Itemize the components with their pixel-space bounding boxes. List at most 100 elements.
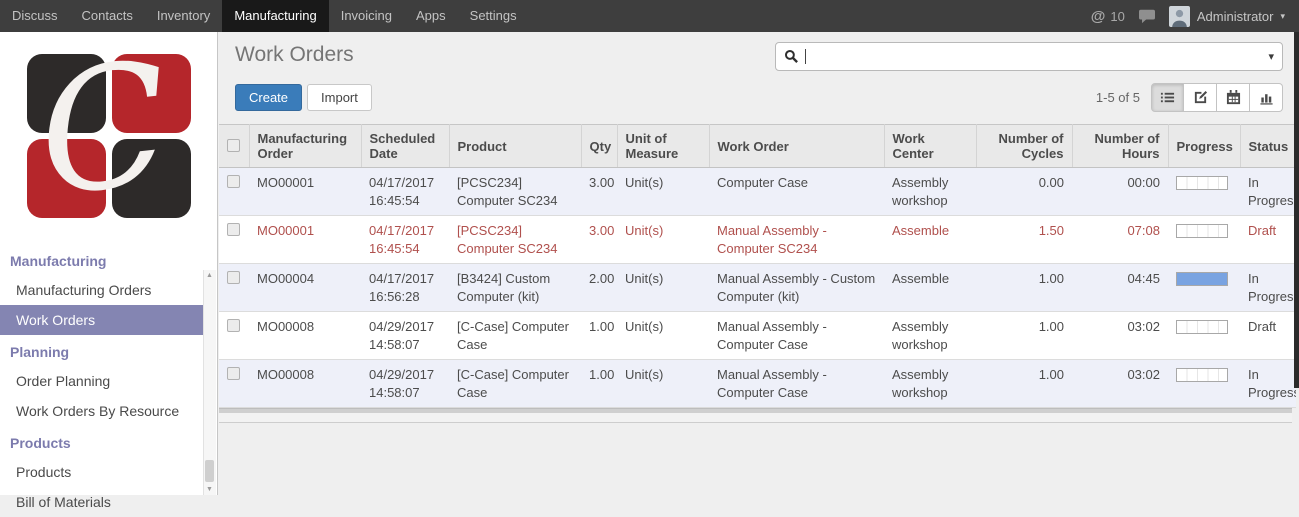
column-header-work-order[interactable]: Work Order [709, 125, 884, 168]
cell-work-center[interactable]: Assemble [884, 216, 976, 264]
sidebar-item-products[interactable]: Products [0, 457, 204, 487]
cell-status[interactable]: In Progress [1240, 168, 1296, 216]
cell-number-of-hours[interactable]: 00:00 [1072, 168, 1168, 216]
row-checkbox-cell[interactable] [219, 168, 249, 216]
nav-item-apps[interactable]: Apps [404, 0, 458, 32]
cell-number-of-hours[interactable]: 04:45 [1072, 264, 1168, 312]
cell-qty[interactable]: 2.00 [581, 264, 617, 312]
cell-status[interactable]: Draft [1240, 312, 1296, 360]
cell-product[interactable]: [B3424] Custom Computer (kit) [449, 264, 581, 312]
cell-product[interactable]: [C-Case] Computer Case [449, 360, 581, 408]
column-header-product[interactable]: Product [449, 125, 581, 168]
select-all-checkbox[interactable] [227, 139, 240, 152]
cell-work-order[interactable]: Computer Case [709, 168, 884, 216]
column-header-scheduled-date[interactable]: Scheduled Date [361, 125, 449, 168]
cell-status[interactable]: In Progress [1240, 360, 1296, 408]
mention-counter[interactable]: @ 10 [1091, 8, 1125, 25]
cell-progress[interactable] [1168, 168, 1240, 216]
cell-number-of-hours[interactable]: 03:02 [1072, 312, 1168, 360]
nav-item-invoicing[interactable]: Invoicing [329, 0, 404, 32]
cell-product[interactable]: [PCSC234] Computer SC234 [449, 168, 581, 216]
search-dropdown-caret-icon[interactable]: ▾ [1262, 50, 1274, 63]
page-scrollbar[interactable] [1294, 32, 1299, 388]
cell-work-order[interactable]: Manual Assembly - Custom Computer (kit) [709, 264, 884, 312]
cell-status[interactable]: In Progress [1240, 264, 1296, 312]
row-checkbox-cell[interactable] [219, 216, 249, 264]
table-row[interactable]: MO00008 04/29/2017 14:58:07 [C-Case] Com… [219, 312, 1296, 360]
table-row[interactable]: MO00001 04/17/2017 16:45:54 [PCSC234] Co… [219, 216, 1296, 264]
search-box[interactable]: ▾ [775, 42, 1283, 71]
search-input[interactable] [806, 43, 1262, 70]
cell-qty[interactable]: 3.00 [581, 168, 617, 216]
cell-number-of-cycles[interactable]: 1.00 [976, 360, 1072, 408]
cell-unit-of-measure[interactable]: Unit(s) [617, 264, 709, 312]
cell-scheduled-date[interactable]: 04/29/2017 14:58:07 [361, 360, 449, 408]
sidebar-scroll-thumb[interactable] [205, 460, 214, 482]
row-checkbox-cell[interactable] [219, 312, 249, 360]
cell-work-order[interactable]: Manual Assembly - Computer Case [709, 360, 884, 408]
cell-progress[interactable] [1168, 312, 1240, 360]
cell-unit-of-measure[interactable]: Unit(s) [617, 216, 709, 264]
nav-item-contacts[interactable]: Contacts [70, 0, 145, 32]
sidebar-item-bill-of-materials[interactable]: Bill of Materials [0, 487, 204, 517]
cell-number-of-hours[interactable]: 03:02 [1072, 360, 1168, 408]
nav-item-manufacturing[interactable]: Manufacturing [222, 0, 328, 32]
chat-icon[interactable] [1138, 8, 1156, 24]
row-checkbox-cell[interactable] [219, 264, 249, 312]
cell-progress[interactable] [1168, 360, 1240, 408]
import-button[interactable]: Import [307, 84, 372, 111]
cell-product[interactable]: [C-Case] Computer Case [449, 312, 581, 360]
scroll-down-icon[interactable]: ▼ [206, 486, 213, 493]
cell-qty[interactable]: 1.00 [581, 360, 617, 408]
sidebar-item-order-planning[interactable]: Order Planning [0, 366, 204, 396]
column-header-qty[interactable]: Qty [581, 125, 617, 168]
nav-item-inventory[interactable]: Inventory [145, 0, 222, 32]
cell-progress[interactable] [1168, 264, 1240, 312]
select-all-header[interactable] [219, 125, 249, 168]
cell-number-of-cycles[interactable]: 0.00 [976, 168, 1072, 216]
cell-unit-of-measure[interactable]: Unit(s) [617, 168, 709, 216]
cell-scheduled-date[interactable]: 04/17/2017 16:45:54 [361, 216, 449, 264]
cell-work-center[interactable]: Assembly workshop [884, 168, 976, 216]
column-header-manufacturing-order[interactable]: Manufacturing Order [249, 125, 361, 168]
row-checkbox[interactable] [227, 271, 240, 284]
cell-number-of-hours[interactable]: 07:08 [1072, 216, 1168, 264]
cell-qty[interactable]: 1.00 [581, 312, 617, 360]
cell-unit-of-measure[interactable]: Unit(s) [617, 360, 709, 408]
user-menu[interactable]: Administrator ▾ [1169, 6, 1285, 27]
cell-number-of-cycles[interactable]: 1.50 [976, 216, 1072, 264]
row-checkbox[interactable] [227, 367, 240, 380]
column-header-number-of-cycles[interactable]: Number of Cycles [976, 125, 1072, 168]
cell-scheduled-date[interactable]: 04/29/2017 14:58:07 [361, 312, 449, 360]
cell-work-order[interactable]: Manual Assembly - Computer Case [709, 312, 884, 360]
row-checkbox[interactable] [227, 223, 240, 236]
column-header-work-center[interactable]: Work Center [884, 125, 976, 168]
cell-work-center[interactable]: Assemble [884, 264, 976, 312]
column-header-status[interactable]: Status [1240, 125, 1296, 168]
scroll-up-icon[interactable]: ▲ [206, 272, 213, 279]
view-button-graph[interactable] [1250, 83, 1283, 112]
cell-progress[interactable] [1168, 216, 1240, 264]
cell-scheduled-date[interactable]: 04/17/2017 16:45:54 [361, 168, 449, 216]
column-header-number-of-hours[interactable]: Number of Hours [1072, 125, 1168, 168]
nav-item-discuss[interactable]: Discuss [0, 0, 70, 32]
row-checkbox[interactable] [227, 175, 240, 188]
table-row[interactable]: MO00008 04/29/2017 14:58:07 [C-Case] Com… [219, 360, 1296, 408]
cell-manufacturing-order[interactable]: MO00001 [249, 216, 361, 264]
sidebar-item-manufacturing-orders[interactable]: Manufacturing Orders [0, 275, 204, 305]
view-button-list[interactable] [1151, 83, 1184, 112]
view-button-calendar[interactable] [1217, 83, 1250, 112]
cell-manufacturing-order[interactable]: MO00001 [249, 168, 361, 216]
row-checkbox[interactable] [227, 319, 240, 332]
cell-work-center[interactable]: Assembly workshop [884, 360, 976, 408]
cell-qty[interactable]: 3.00 [581, 216, 617, 264]
cell-work-order[interactable]: Manual Assembly - Computer SC234 [709, 216, 884, 264]
create-button[interactable]: Create [235, 84, 302, 111]
row-checkbox-cell[interactable] [219, 360, 249, 408]
sidebar-item-work-orders-by-resource[interactable]: Work Orders By Resource [0, 396, 204, 426]
cell-work-center[interactable]: Assembly workshop [884, 312, 976, 360]
nav-item-settings[interactable]: Settings [458, 0, 529, 32]
cell-manufacturing-order[interactable]: MO00004 [249, 264, 361, 312]
sidebar-scrollbar[interactable]: ▲ ▼ [203, 270, 216, 495]
table-row[interactable]: MO00001 04/17/2017 16:45:54 [PCSC234] Co… [219, 168, 1296, 216]
